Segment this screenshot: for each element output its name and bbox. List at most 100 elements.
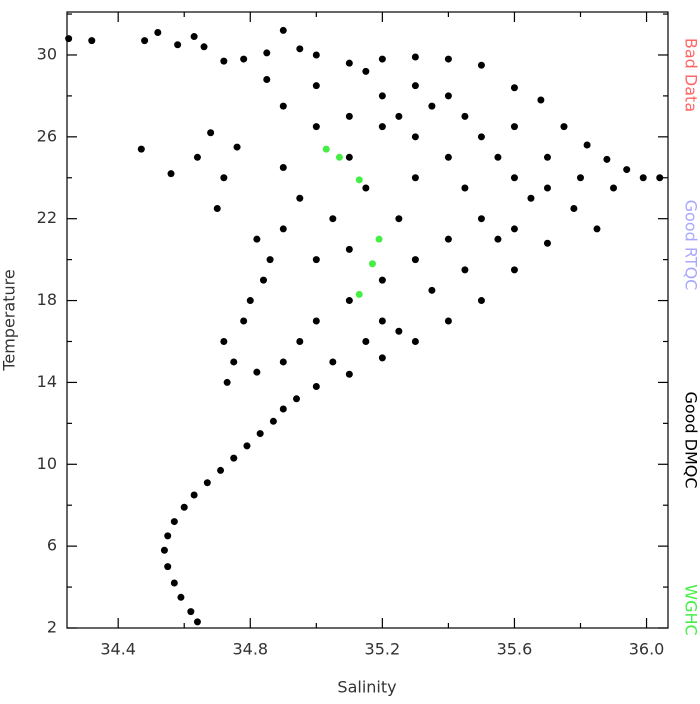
data-point [323, 146, 330, 153]
legend-entry: WGHC [682, 584, 700, 635]
data-point [296, 45, 303, 52]
y-tick-label: 26 [37, 126, 57, 145]
data-point [346, 113, 353, 120]
data-point [313, 318, 320, 325]
data-point [379, 123, 386, 130]
y-tick-label: 22 [37, 208, 57, 227]
data-point [214, 205, 221, 212]
data-point [544, 240, 551, 247]
data-point [177, 594, 184, 601]
data-point [395, 113, 402, 120]
data-point [478, 215, 485, 222]
data-point [478, 62, 485, 69]
data-point [171, 518, 178, 525]
data-point [511, 174, 518, 181]
data-point [461, 113, 468, 120]
data-point [313, 82, 320, 89]
data-point [230, 358, 237, 365]
data-point [379, 92, 386, 99]
data-point [610, 185, 617, 192]
data-point [194, 154, 201, 161]
data-point [594, 225, 601, 232]
y-tick-label: 30 [37, 44, 57, 63]
data-point [346, 297, 353, 304]
data-point [379, 318, 386, 325]
data-point [181, 504, 188, 511]
x-tick-label: 34.4 [100, 640, 136, 659]
data-point [280, 358, 287, 365]
data-point [313, 256, 320, 263]
data-point [247, 297, 254, 304]
data-point [243, 442, 250, 449]
data-point [164, 563, 171, 570]
data-point [257, 430, 264, 437]
data-point [329, 358, 336, 365]
data-point [240, 56, 247, 63]
data-point [412, 82, 419, 89]
data-point [412, 256, 419, 263]
data-point [537, 97, 544, 104]
data-point [395, 215, 402, 222]
data-point [224, 379, 231, 386]
data-point [220, 174, 227, 181]
data-point [191, 33, 198, 40]
data-point [346, 371, 353, 378]
data-point [577, 174, 584, 181]
data-point [640, 174, 647, 181]
data-point [356, 291, 363, 298]
data-point [253, 369, 260, 376]
data-point [494, 236, 501, 243]
data-point [511, 123, 518, 130]
data-point [207, 129, 214, 136]
data-point [362, 338, 369, 345]
data-point [544, 185, 551, 192]
data-point [428, 103, 435, 110]
data-point [296, 338, 303, 345]
data-point [511, 225, 518, 232]
data-point [267, 256, 274, 263]
data-point [511, 84, 518, 91]
y-tick-label: 2 [47, 618, 57, 637]
data-point [154, 29, 161, 36]
data-point [263, 49, 270, 56]
x-tick-label: 36.0 [629, 640, 665, 659]
x-axis-label: Salinity [337, 678, 396, 697]
data-point [356, 176, 363, 183]
x-tick-label: 35.2 [365, 640, 401, 659]
data-point [412, 174, 419, 181]
data-point [369, 260, 376, 267]
data-point [201, 43, 208, 50]
data-point [656, 174, 663, 181]
data-point [234, 144, 241, 151]
data-point [560, 123, 567, 130]
data-point [494, 154, 501, 161]
data-point [445, 56, 452, 63]
x-tick-label: 35.6 [497, 640, 533, 659]
data-point [346, 246, 353, 253]
y-tick-label: 6 [47, 536, 57, 555]
data-point [376, 236, 383, 243]
data-point [379, 56, 386, 63]
data-point [544, 154, 551, 161]
data-point [395, 328, 402, 335]
data-point [336, 154, 343, 161]
data-point [445, 154, 452, 161]
data-point [461, 266, 468, 273]
data-point [445, 318, 452, 325]
y-tick-label: 10 [37, 454, 57, 473]
data-point [511, 266, 518, 273]
data-point [253, 236, 260, 243]
data-point [220, 338, 227, 345]
legend-entry: Good RTQC [682, 200, 700, 291]
data-point [204, 479, 211, 486]
data-point [88, 37, 95, 44]
x-tick-label: 34.8 [232, 640, 268, 659]
data-point [230, 455, 237, 462]
data-point [296, 195, 303, 202]
data-point [313, 51, 320, 58]
data-point [346, 154, 353, 161]
data-point [260, 277, 267, 284]
data-point [220, 58, 227, 65]
data-point [141, 37, 148, 44]
